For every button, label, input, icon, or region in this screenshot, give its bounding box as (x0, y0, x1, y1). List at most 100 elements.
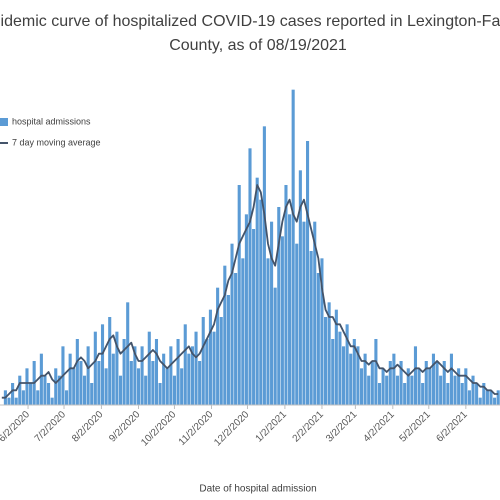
bar (323, 317, 328, 405)
bar (158, 383, 162, 405)
bar (421, 383, 425, 405)
bar (226, 295, 230, 405)
bar (388, 361, 392, 405)
bar (126, 302, 130, 405)
x-tick-label: 8/2/2020 (70, 409, 106, 445)
bar (370, 361, 374, 405)
x-tick-label: 7/2/2020 (33, 409, 69, 445)
bar (11, 383, 15, 405)
bar (345, 324, 349, 405)
bar (165, 368, 169, 405)
bar (169, 346, 173, 405)
legend-label: 7 day moving average (12, 137, 101, 147)
bar (395, 375, 400, 405)
bar (331, 339, 335, 405)
bar (43, 375, 47, 405)
bar (234, 273, 238, 405)
bar (381, 368, 385, 405)
bar (194, 331, 198, 405)
bar (187, 353, 191, 405)
bar (190, 346, 194, 405)
bar (496, 390, 500, 405)
bar (86, 346, 90, 405)
bar (50, 397, 54, 405)
bar (341, 346, 346, 405)
bar (259, 199, 263, 405)
bar (230, 243, 234, 405)
bar (399, 361, 403, 405)
bar (252, 229, 256, 405)
bar (244, 214, 248, 405)
bar (277, 207, 281, 405)
bar (47, 383, 51, 405)
bar (410, 375, 414, 405)
bar (413, 346, 418, 405)
bar (435, 361, 439, 405)
bar (453, 375, 457, 405)
bar (39, 353, 43, 405)
bar (475, 383, 479, 405)
bar (29, 383, 33, 405)
bar (57, 375, 61, 405)
bar (273, 287, 277, 405)
bar (122, 339, 126, 405)
bar (309, 251, 313, 405)
bar (140, 346, 144, 405)
bar (493, 397, 497, 405)
x-tick-label: 3/2/2021 (324, 409, 360, 445)
bar (327, 302, 331, 405)
bar (100, 324, 105, 405)
bar (349, 353, 353, 405)
bar (385, 375, 389, 405)
bar (295, 243, 299, 405)
x-tick-label: 5/2/2021 (397, 409, 433, 445)
bar (298, 170, 302, 405)
bar (262, 126, 266, 405)
x-tick-label: 10/2/2020 (139, 409, 179, 449)
bar (471, 375, 475, 405)
bar (54, 368, 58, 405)
bar (115, 331, 119, 405)
bar (111, 353, 115, 405)
bar (460, 383, 464, 405)
bar (21, 390, 25, 405)
legend-label: hospital admissions (12, 116, 91, 126)
x-tick-label: 6/2/2021 (435, 409, 471, 445)
bar (176, 339, 180, 405)
bar (90, 383, 94, 405)
bar (216, 287, 220, 405)
bar (97, 361, 101, 405)
bar (417, 368, 421, 405)
bar (284, 185, 288, 405)
bar (201, 317, 205, 405)
bar (93, 331, 97, 405)
bar (356, 346, 360, 405)
bar (172, 375, 177, 405)
bar (442, 361, 446, 405)
bar (68, 353, 72, 405)
bar (266, 258, 270, 405)
x-tick-label: 2/2/2021 (291, 409, 327, 445)
bar (129, 361, 133, 405)
bar (431, 353, 435, 405)
bar (183, 324, 187, 405)
bar (108, 317, 112, 405)
bar (82, 375, 87, 405)
bar (377, 383, 382, 405)
bar (65, 390, 69, 405)
bar (359, 368, 364, 405)
bar (446, 383, 450, 405)
bar (180, 368, 184, 405)
bar (485, 390, 489, 405)
bar (467, 390, 471, 405)
bar (36, 390, 40, 405)
x-tick-label: 4/2/2021 (361, 409, 397, 445)
chart-title: Epidemic curve of hospitalized COVID-19 … (0, 13, 500, 30)
bar (255, 177, 259, 405)
bar (75, 339, 79, 405)
bar (25, 368, 29, 405)
bar (449, 353, 453, 405)
bar (334, 309, 338, 405)
moving-average-line (1, 184, 499, 399)
